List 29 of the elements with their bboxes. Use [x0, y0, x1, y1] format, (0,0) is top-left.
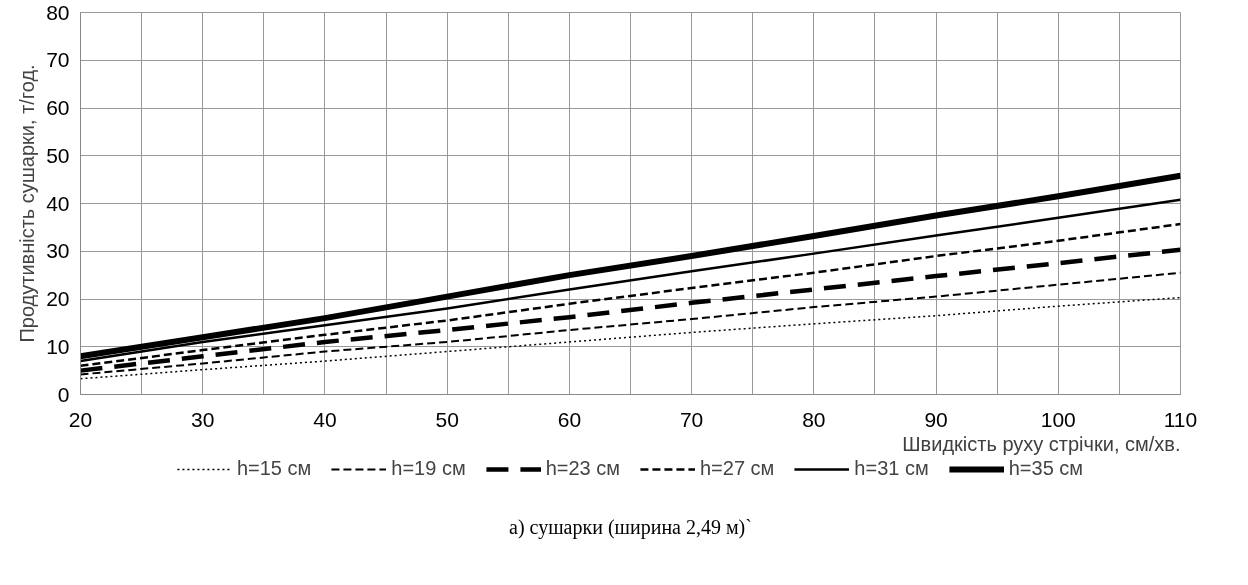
x-tick-label: 80: [802, 407, 826, 431]
y-tick-label: 20: [46, 287, 70, 310]
legend-label: h=19 см: [391, 457, 466, 480]
x-tick-label: 40: [313, 407, 337, 431]
y-tick-label: 80: [46, 0, 70, 24]
x-tick-label: 90: [924, 407, 948, 431]
y-tick-label: 50: [46, 143, 70, 167]
y-tick-label: 40: [46, 191, 70, 215]
legend-label: h=15 см: [236, 457, 312, 480]
legend-label: h=23 см: [545, 457, 620, 480]
y-tick-label: 30: [46, 239, 70, 263]
x-axis-title: Швидкість руху стрічки, см/хв.: [902, 432, 1181, 455]
y-tick-label: 0: [57, 382, 70, 406]
y-tick-label: 70: [46, 48, 70, 72]
line-series: [80, 296, 1181, 380]
x-tick-label: 110: [1163, 407, 1198, 431]
y-axis-title: Продутивність сушарки, т/год.: [16, 64, 39, 343]
x-tick-label: 100: [1040, 407, 1076, 431]
legend-label: h=27 см: [700, 457, 775, 480]
x-tick-label: 50: [435, 407, 459, 431]
x-tick-label: 20: [68, 407, 93, 431]
x-tick-label: 60: [557, 407, 582, 431]
x-tick-label: 70: [679, 407, 704, 431]
legend-label: h=31 см: [854, 457, 929, 480]
y-tick-label: 60: [46, 96, 70, 119]
text: а) сушарки (ширина 2,49 м)`: [509, 516, 752, 539]
x-tick-label: 30: [191, 407, 215, 431]
legend-label: h=35 см: [1008, 457, 1084, 480]
y-tick-label: 10: [46, 334, 70, 358]
